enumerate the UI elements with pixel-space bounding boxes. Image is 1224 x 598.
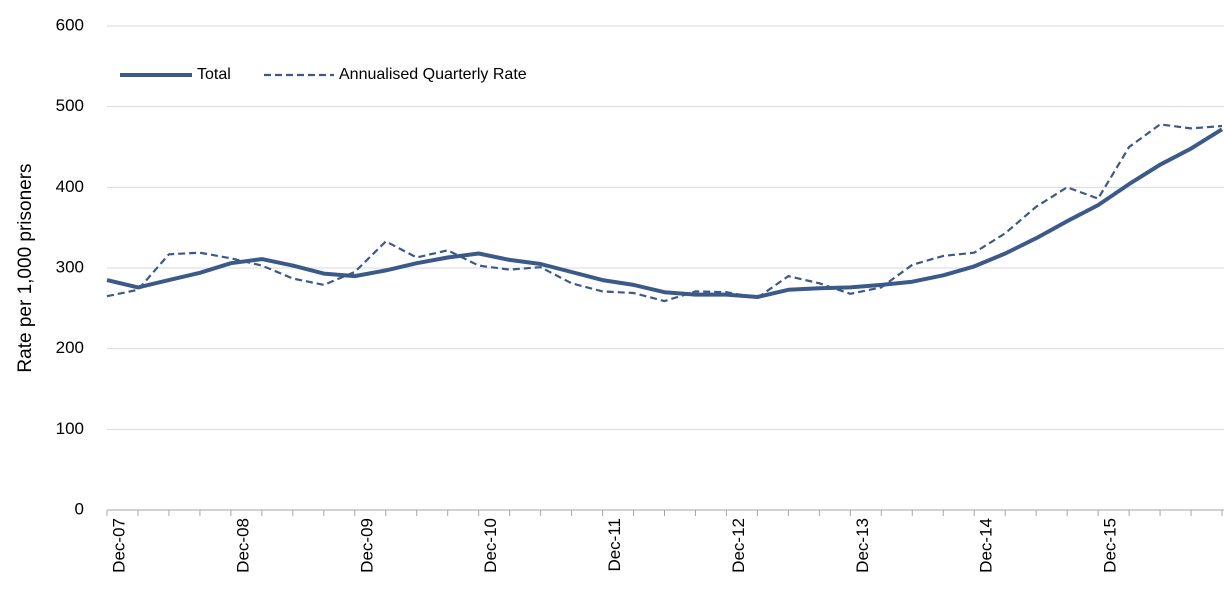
- series-line: [106, 127, 1224, 299]
- x-tick-label: Dec-12: [729, 518, 748, 573]
- series-line: [106, 123, 1223, 303]
- y-tick-label: 100: [56, 419, 84, 438]
- y-axis-label: Rate per 1,000 prisoners: [15, 163, 36, 372]
- y-tick-label: 600: [56, 15, 84, 34]
- x-tick-label: Dec-11: [605, 518, 624, 572]
- y-tick-label: 500: [56, 96, 84, 115]
- x-tick-label: Dec-10: [481, 518, 500, 573]
- x-tick-label: Dec-07: [109, 518, 128, 573]
- y-tick-label: 200: [56, 338, 84, 357]
- x-tick-label: Dec-14: [977, 518, 996, 573]
- y-tick-label: 400: [56, 177, 84, 196]
- x-tick-label: Dec-13: [853, 518, 872, 573]
- x-tick-label: Dec-09: [357, 518, 376, 573]
- x-tick-label: Dec-15: [1101, 518, 1120, 573]
- legend-label: Annualised Quarterly Rate: [339, 66, 527, 83]
- y-tick-label: 0: [75, 499, 84, 518]
- legend-label: Total: [197, 66, 231, 83]
- x-tick-label: Dec-08: [233, 518, 252, 573]
- y-tick-label: 300: [56, 257, 84, 276]
